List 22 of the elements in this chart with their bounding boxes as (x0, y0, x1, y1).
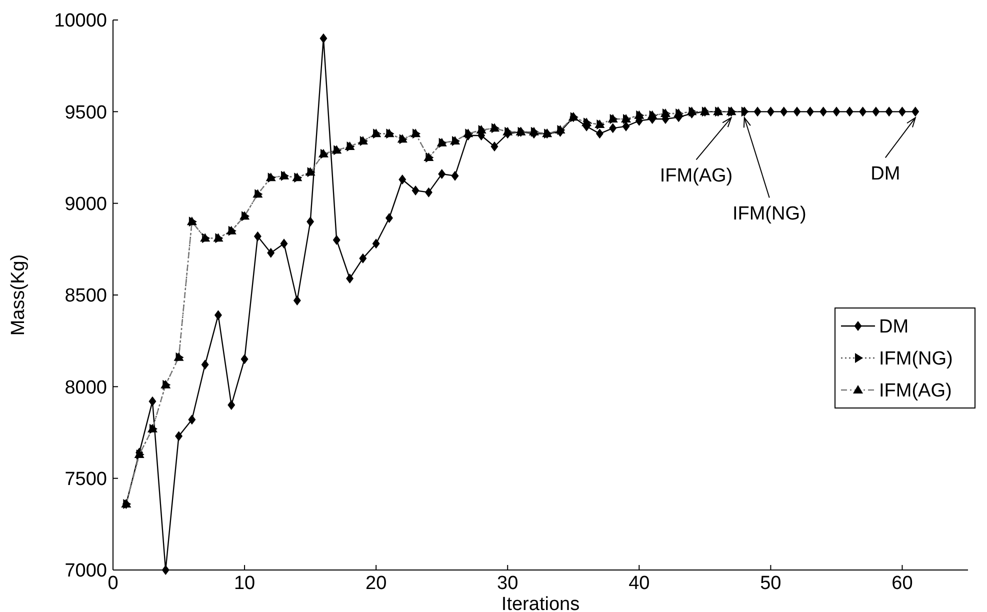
annotation: DM (870, 164, 900, 185)
y-tick-label: 8500 (64, 286, 107, 307)
annotation: IFM(AG) (660, 166, 733, 187)
x-tick-label: 20 (366, 573, 387, 594)
y-tick-label: 7500 (64, 468, 107, 490)
x-axis-title: Iterations (501, 594, 580, 612)
x-tick-label: 50 (760, 573, 782, 594)
x-tick-label: 10 (234, 573, 256, 594)
y-tick-label: 9000 (64, 194, 107, 215)
y-tick-label: 7000 (64, 560, 107, 582)
x-tick-label: 40 (628, 573, 650, 594)
x-tick-label: 60 (892, 573, 913, 594)
legend-label: IFM(AG) (879, 380, 952, 402)
y-axis-title: Mass(Kg) (8, 254, 29, 336)
legend-label: DM (879, 316, 909, 338)
y-tick-label: 9500 (64, 102, 107, 124)
legend-label: IFM(NG) (879, 348, 953, 370)
y-tick-label: 10000 (54, 10, 107, 32)
x-tick-label: 30 (497, 573, 518, 594)
y-tick-label: 8000 (64, 377, 107, 398)
annotation: IFM(NG) (732, 204, 806, 225)
x-tick-label: 0 (108, 573, 118, 594)
